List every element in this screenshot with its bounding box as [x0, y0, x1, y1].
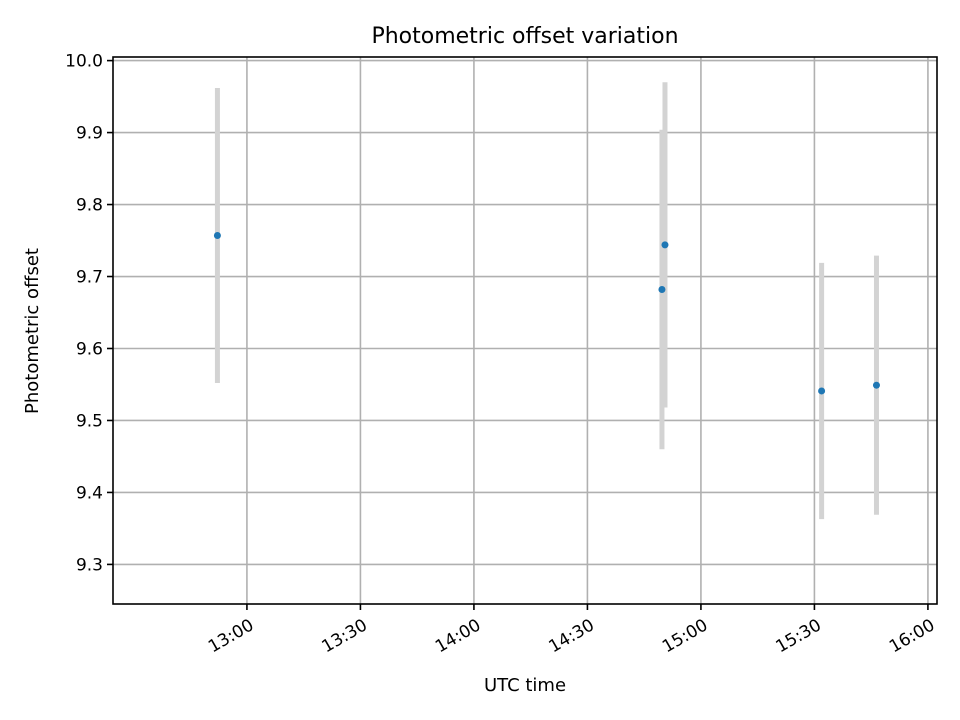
- tick-layer: 13:00 13:30 14:00 14:30 15:00 15:30 16:00 9.3 9.…: [65, 52, 938, 658]
- y-axis-label: Photometric offset: [22, 248, 43, 414]
- y-tick-label: 9.5: [76, 411, 103, 431]
- data-point: [818, 387, 826, 395]
- x-tick-label: 14:30: [545, 615, 597, 657]
- x-tick-label: 13:00: [205, 615, 257, 657]
- x-tick-label: 15:00: [659, 615, 711, 657]
- y-tick-label: 9.7: [76, 268, 103, 288]
- data-point: [872, 381, 880, 389]
- y-tick-label: 9.8: [76, 196, 103, 216]
- y-tick-label: 10.0: [65, 52, 103, 72]
- y-tick-label: 9.3: [76, 555, 103, 575]
- y-tick-label: 9.6: [76, 339, 103, 359]
- x-tick-label: 13:30: [318, 615, 370, 657]
- data-point: [661, 241, 669, 249]
- x-tick-label: 15:30: [772, 615, 824, 657]
- grid-layer: [113, 57, 937, 604]
- data-point: [658, 285, 666, 293]
- point-layer: [213, 231, 880, 395]
- chart-title: Photometric offset variation: [371, 24, 678, 49]
- x-axis-label: UTC time: [484, 675, 566, 696]
- data-point: [213, 231, 221, 239]
- y-tick-label: 9.9: [76, 124, 103, 144]
- x-tick-label: 14:00: [432, 615, 484, 657]
- x-tick-label: 16:00: [886, 615, 938, 657]
- y-tick-label: 9.4: [76, 483, 103, 503]
- plot-frame: [112, 56, 938, 605]
- errorbar-layer: [214, 82, 879, 520]
